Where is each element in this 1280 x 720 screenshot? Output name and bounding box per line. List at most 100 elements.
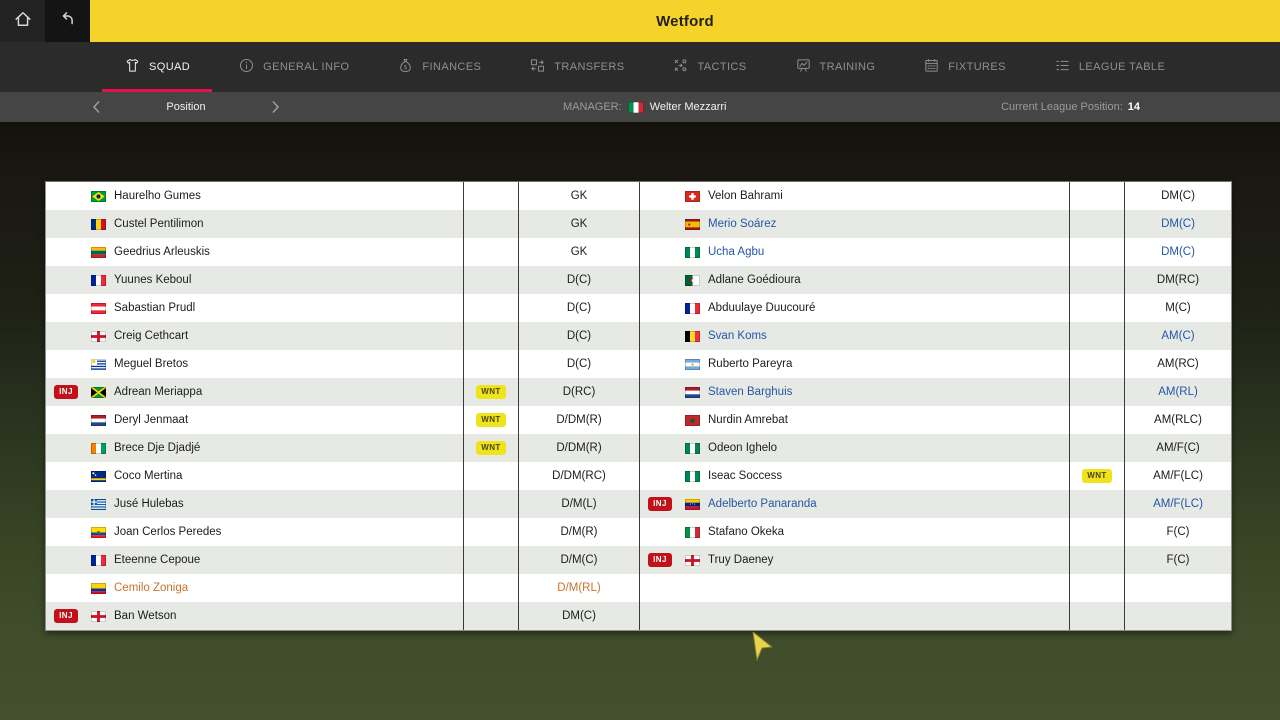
squad-row-player[interactable]: INJ Ban Wetson DM(C) [46,602,640,630]
nation-flag-icon-greece [91,498,106,510]
squad-row-player[interactable]: Nurdin Amrebat AM(RLC) [640,406,1231,434]
nation-flag-icon-colombia [91,582,106,594]
squad-row-player[interactable]: INJ Truy Daeney F(C) [640,546,1231,574]
player-name[interactable]: Custel Pentilimon [114,218,204,230]
player-name[interactable]: Brece Dje Djadjé [114,442,201,454]
player-name[interactable]: Ucha Agbu [708,246,765,258]
squad-row-player[interactable]: Geedrius Arleuskis GK [46,238,640,266]
player-name[interactable]: Haurelho Gumes [114,190,201,202]
squad-row-player[interactable]: Jusé Hulebas D/M(L) [46,490,640,518]
player-name[interactable]: Eteenne Cepoue [114,554,201,566]
player-position: D/DM(R) [556,414,602,426]
home-button[interactable] [0,0,45,42]
squad-row-player[interactable]: Coco Mertina D/DM(RC) [46,462,640,490]
tab-training[interactable]: TRAINING [771,42,900,92]
player-name[interactable]: Deryl Jenmaat [114,414,189,426]
player-position: F(C) [1166,526,1190,538]
pitch-background: Haurelho Gumes GK Velon Bahrami DM(C) Cu… [0,122,1280,720]
player-position: D/M(L) [561,498,597,510]
tab-transfers[interactable]: TRANSFERS [505,42,648,92]
squad-row-player[interactable]: Staven Barghuis AM(RL) [640,378,1231,406]
table-row: Coco Mertina D/DM(RC) Iseac Soccess WNT … [46,462,1231,490]
squad-row-player[interactable]: Merio Soárez DM(C) [640,210,1231,238]
squad-row-player[interactable]: Ucha Agbu DM(C) [640,238,1231,266]
player-name[interactable]: Stafano Okeka [708,526,785,538]
nation-flag-icon-ecuador [91,526,106,538]
player-position: GK [570,246,588,258]
tab-tactics[interactable]: TACTICS [648,42,770,92]
squad-row-player[interactable]: Iseac Soccess WNT AM/F(LC) [640,462,1231,490]
tab-league-table[interactable]: LEAGUE TABLE [1030,42,1189,92]
player-name[interactable]: Geedrius Arleuskis [114,246,210,258]
squad-row-player[interactable]: INJ Adelberto Panaranda AM/F(LC) [640,490,1231,518]
player-position: AM/F(LC) [1153,498,1203,510]
player-name[interactable]: Cemilo Zoniga [114,582,189,594]
player-name[interactable]: Ban Wetson [114,610,177,622]
squad-row-player[interactable]: > Ruberto Pareyra AM(RC) [640,350,1231,378]
player-name[interactable]: Adrean Meriappa [114,386,203,398]
player-name[interactable]: Velon Bahrami [708,190,783,202]
tab-finances[interactable]: $ FINANCES [373,42,505,92]
squad-row-player[interactable]: Deryl Jenmaat WNT D/DM(R) [46,406,640,434]
player-name[interactable]: Ruberto Pareyra [708,358,793,370]
view-selector-label[interactable]: Position [166,101,206,113]
squad-row-player[interactable]: Haurelho Gumes GK [46,182,640,210]
squad-row-player[interactable]: Odeon Ighelo AM/F(C) [640,434,1231,462]
squad-row-player[interactable]: Custel Pentilimon GK [46,210,640,238]
player-name[interactable]: Iseac Soccess [708,470,783,482]
player-name[interactable]: Merio Soárez [708,218,777,230]
player-name[interactable]: Jusé Hulebas [114,498,184,510]
player-name[interactable]: Truy Daeney [708,554,774,566]
squad-row-player[interactable]: Creig Cethcart D(C) [46,322,640,350]
home-icon [12,8,34,35]
squad-row-player[interactable]: Adlane Goédioura DM(RC) [640,266,1231,294]
table-row: Custel Pentilimon GK Merio Soárez DM(C) [46,210,1231,238]
squad-row-player[interactable]: Meguel Bretos D(C) [46,350,640,378]
squad-row-player[interactable]: Cemilo Zoniga D/M(RL) [46,574,640,602]
squad-row-player[interactable]: Svan Koms AM(C) [640,322,1231,350]
squad-row-player[interactable]: Abduulaye Duucouré M(C) [640,294,1231,322]
player-name[interactable]: Nurdin Amrebat [708,414,788,426]
back-button[interactable] [45,0,90,42]
tab-label: TACTICS [697,61,747,73]
squad-row-player[interactable]: Eteenne Cepoue D/M(C) [46,546,640,574]
back-icon [57,8,79,35]
player-name[interactable]: Odeon Ighelo [708,442,778,454]
player-name[interactable]: Adelberto Panaranda [708,498,817,510]
player-position: GK [570,190,588,202]
player-position: D(C) [566,274,592,286]
title-strip: Wetford [90,0,1280,42]
squad-row-empty [640,602,1231,630]
league-table-icon [1054,57,1071,77]
player-position: D(C) [566,330,592,342]
nation-flag-icon-algeria [685,274,700,286]
squad-row-player[interactable]: Sabastian Prudl D(C) [46,294,640,322]
player-name[interactable]: Sabastian Prudl [114,302,196,314]
view-selector: Position [88,92,284,122]
player-name[interactable]: Joan Cerlos Peredes [114,526,222,538]
player-name[interactable]: Adlane Goédioura [708,274,801,286]
squad-row-player[interactable]: Joan Cerlos Peredes D/M(R) [46,518,640,546]
player-name[interactable]: Creig Cethcart [114,330,189,342]
squad-row-player[interactable]: Velon Bahrami DM(C) [640,182,1231,210]
info-icon [238,57,255,77]
player-name[interactable]: Yuunes Keboul [114,274,192,286]
chevron-left-icon[interactable] [88,100,105,114]
player-position: AM/F(C) [1156,442,1200,454]
player-name[interactable]: Staven Barghuis [708,386,793,398]
squad-row-player[interactable]: Stafano Okeka F(C) [640,518,1231,546]
player-name[interactable]: Coco Mertina [114,470,183,482]
league-position-label: Current League Position: [1001,101,1123,113]
manager-nation-flag-icon [627,101,644,113]
squad-row-player[interactable]: Yuunes Keboul D(C) [46,266,640,294]
tab-fixtures[interactable]: FIXTURES [899,42,1030,92]
tab-general-info[interactable]: GENERAL INFO [214,42,373,92]
tab-squad[interactable]: SQUAD [100,42,214,92]
player-name[interactable]: Abduulaye Duucouré [708,302,816,314]
chevron-right-icon[interactable] [267,100,284,114]
squad-row-player[interactable]: Brece Dje Djadjé WNT D/DM(R) [46,434,640,462]
player-name[interactable]: Svan Koms [708,330,767,342]
player-position: D/DM(RC) [552,470,606,482]
player-name[interactable]: Meguel Bretos [114,358,189,370]
squad-row-player[interactable]: INJ Adrean Meriappa WNT D(RC) [46,378,640,406]
